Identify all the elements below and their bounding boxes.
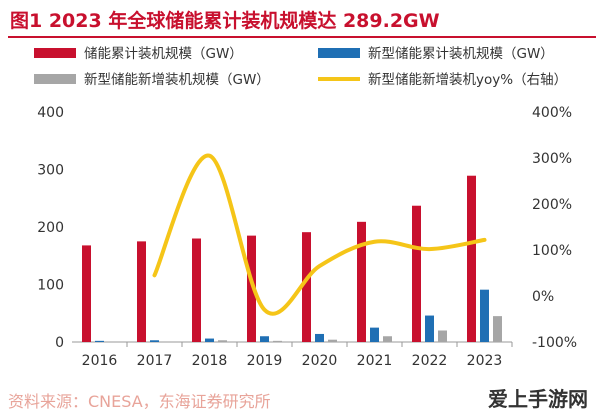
bar-new-type-cumulative — [315, 333, 324, 342]
legend-swatch — [34, 74, 76, 84]
bar-total — [137, 241, 146, 342]
bar-new-type-added — [108, 341, 117, 342]
bar-new-type-cumulative — [370, 327, 379, 342]
y-left-tick-label: 0 — [55, 335, 64, 351]
legend-label: 新型储能新增装机规模（GW） — [84, 72, 270, 88]
y-right-tick-label: 300% — [532, 151, 572, 167]
bar-new-type-cumulative — [425, 315, 434, 342]
y-left-tick-label: 100 — [37, 278, 64, 294]
y-left-tick-label: 300 — [37, 163, 64, 179]
axes: 0 100 200 300 400 -100% 0% 100% 200% 300% 400% 2016… — [37, 105, 577, 369]
bar-new-type-cumulative — [260, 336, 269, 342]
y-left-tick-label: 400 — [37, 105, 64, 121]
legend-swatch — [318, 48, 360, 58]
bar-new-type-added — [218, 340, 227, 342]
x-tick-label: 2019 — [247, 353, 283, 369]
legend-label: 新型储能累计装机规模（GW） — [368, 46, 554, 62]
legend-swatch — [34, 48, 76, 58]
bar-new-type-added — [273, 340, 282, 342]
x-tick-label: 2022 — [412, 353, 448, 369]
bar-new-type-added — [163, 341, 172, 342]
x-tick-label: 2023 — [467, 353, 503, 369]
bar-new-type-added — [328, 339, 337, 342]
x-tick-label: 2020 — [302, 353, 338, 369]
bar-total — [82, 245, 91, 342]
x-tick-label: 2016 — [82, 353, 118, 369]
bar-total — [247, 235, 256, 342]
y-left-tick-label: 200 — [37, 220, 64, 236]
bar-new-type-added — [438, 330, 447, 342]
title-rule — [8, 36, 596, 38]
bar-total — [412, 205, 421, 342]
bar-total — [302, 232, 311, 342]
bar-new-type-added — [493, 316, 502, 342]
source-note: 资料来源：CNESA，东海证券研究所 — [8, 392, 271, 411]
y-right-tick-label: 400% — [532, 105, 572, 121]
x-tick-label: 2021 — [357, 353, 393, 369]
y-right-tick-label: 0% — [532, 289, 554, 305]
legend: 储能累计装机规模（GW） 新型储能累计装机规模（GW） 新型储能新增装机规模（GW）… — [34, 46, 567, 88]
legend-label: 新型储能新增装机yoy%（右轴） — [368, 72, 567, 88]
watermark: 爱上手游网 — [486, 383, 590, 412]
x-tick-label: 2018 — [192, 353, 228, 369]
legend-label: 储能累计装机规模（GW） — [84, 46, 243, 62]
bar-new-type-added — [383, 336, 392, 342]
chart-title: 图1 2023 年全球储能累计装机规模达 289.2GW — [10, 10, 440, 32]
bar-new-type-cumulative — [205, 338, 214, 342]
bar-new-type-cumulative — [480, 289, 489, 342]
bar-total — [192, 238, 201, 342]
bar-new-type-cumulative — [150, 340, 159, 342]
y-right-tick-label: -100% — [532, 335, 577, 351]
bar-total — [467, 175, 476, 342]
line-yoy — [152, 153, 487, 316]
bar-new-type-cumulative — [95, 340, 104, 342]
y-right-tick-label: 100% — [532, 243, 572, 259]
bar-total — [357, 221, 366, 342]
x-tick-label: 2017 — [137, 353, 173, 369]
y-right-tick-label: 200% — [532, 197, 572, 213]
marks — [82, 153, 502, 342]
